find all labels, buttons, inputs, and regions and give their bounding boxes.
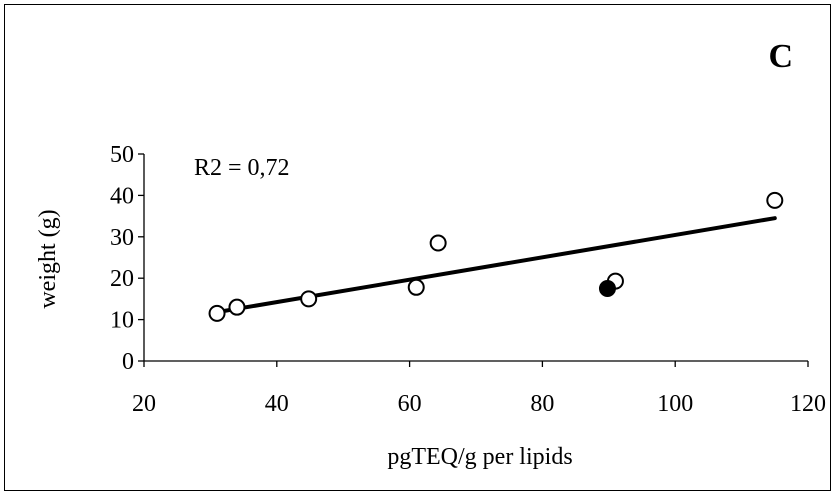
- x-tick-label: 60: [398, 391, 422, 417]
- x-tick-label: 20: [132, 391, 156, 417]
- filled-data-point: [598, 280, 616, 298]
- x-tick-label: 120: [790, 391, 826, 417]
- chart-frame: [4, 4, 831, 491]
- axes: [143, 154, 808, 362]
- open-data-point: [429, 234, 447, 252]
- y-tick-label: 20: [110, 266, 134, 292]
- y-tick-label: 0: [122, 349, 134, 375]
- y-tick-label: 50: [110, 142, 134, 168]
- x-tick-label: 100: [657, 391, 693, 417]
- y-axis-label: weight (g): [35, 209, 61, 308]
- y-tick-label: 10: [110, 308, 134, 334]
- panel-label: C: [768, 38, 793, 75]
- x-tick-label: 80: [530, 391, 554, 417]
- y-tick-label: 40: [110, 183, 134, 209]
- open-data-point: [208, 304, 226, 322]
- x-axis-label: pgTEQ/g per lipids: [387, 444, 572, 470]
- x-tick-label: 40: [265, 391, 289, 417]
- r2-annotation: R2 = 0,72: [194, 155, 290, 181]
- open-data-point: [766, 191, 784, 209]
- y-tick-label: 30: [110, 225, 134, 251]
- open-data-point: [407, 278, 425, 296]
- ticks: 20 40 60 80 100 120 0 10 20 30 40 50: [110, 142, 826, 417]
- open-data-point: [300, 290, 318, 308]
- open-data-point: [228, 298, 246, 316]
- data-points: [208, 191, 784, 322]
